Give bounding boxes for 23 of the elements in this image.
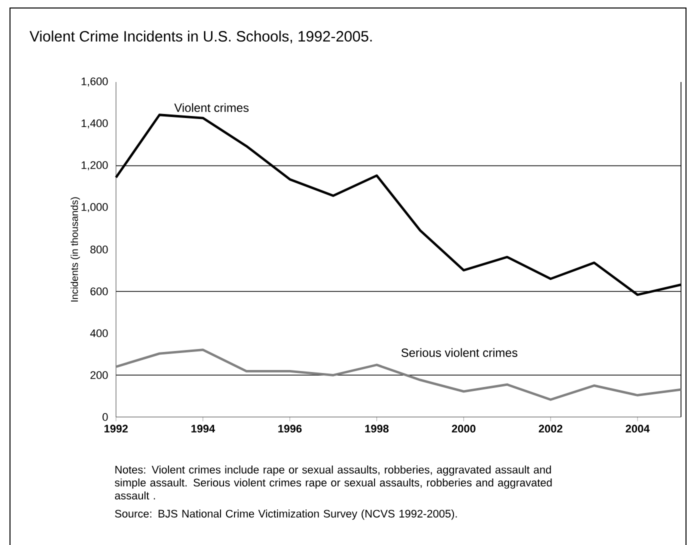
y-tick-label: 1,200 <box>82 161 108 170</box>
text: Notes: Violent crimes include rape or sexual assaults, robberies, aggravated assault and simple assault. Serious violent crimes rape or sexual assaults, robberies and aggravated assault . <box>114 466 552 500</box>
line-series <box>114 348 682 401</box>
y-tick-label: 0 <box>102 413 108 421</box>
x-tick-label: 1992 <box>104 424 128 433</box>
x-tick-label: 2004 <box>626 424 650 433</box>
x-tick-label: 1996 <box>278 424 302 433</box>
y-tick-label: 1,400 <box>82 119 108 128</box>
series-label: Violent crimes <box>174 103 249 112</box>
y-axis-title: Incidents (in thousands) <box>70 197 80 302</box>
source-note: Source: BJS National Crime Victimization Survey (NCVS 1992-2005). <box>115 510 457 520</box>
x-tick-label: 2000 <box>452 424 476 433</box>
y-tick-label: 400 <box>90 329 108 338</box>
y-tick-label: 1,600 <box>82 77 108 87</box>
y-tick-label: 800 <box>90 246 108 254</box>
y-tick-label: 1,000 <box>82 203 108 212</box>
chart-title: Violent Crime Incidents in U.S. Schools, 1992-2005. <box>30 30 372 44</box>
x-tick-label: 2002 <box>538 424 562 433</box>
x-tick-label: 1998 <box>365 424 389 433</box>
x-tick-label: 1994 <box>191 424 216 433</box>
y-tick-label: 200 <box>90 371 108 380</box>
series-label: Serious violent crimes <box>401 348 518 357</box>
y-tick-label: 600 <box>90 288 108 296</box>
